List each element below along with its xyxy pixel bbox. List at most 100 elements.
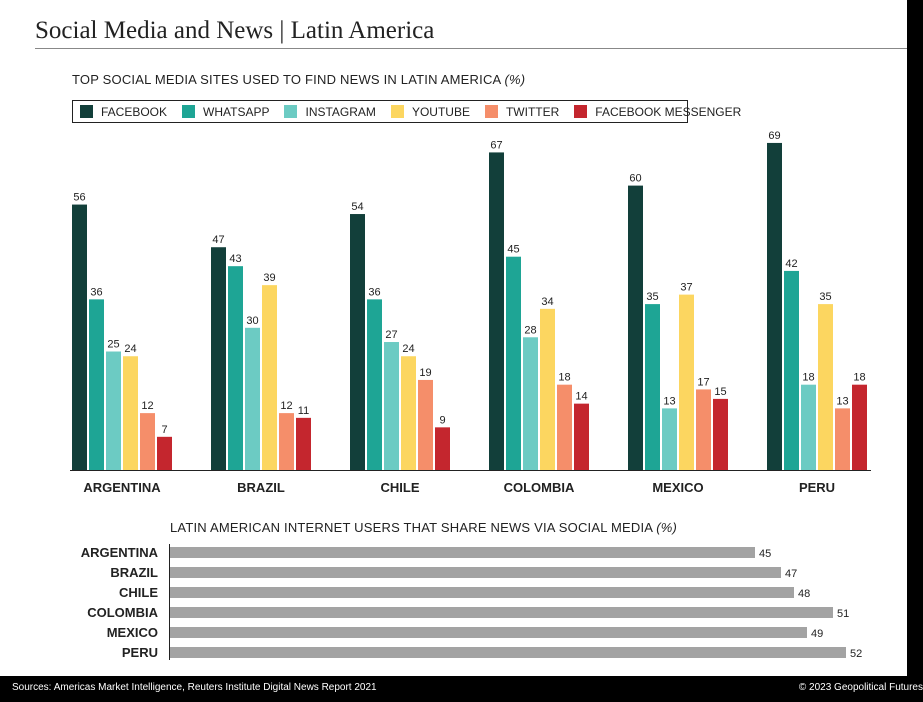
hbar-value-label: 47: [785, 568, 797, 580]
bar-value-label: 35: [646, 291, 658, 303]
bar-peru-twitter: [835, 408, 850, 470]
page-title: Social Media and News | Latin America: [35, 17, 435, 44]
hbar-value-label: 52: [850, 648, 862, 660]
legend-label: INSTAGRAM: [305, 104, 376, 119]
bar-peru-facebook-messenger: [852, 384, 867, 470]
legend-label: FACEBOOK MESSENGER: [595, 104, 742, 119]
bar-colombia-twitter: [557, 384, 572, 470]
bar-value-label: 27: [385, 329, 397, 341]
bar-value-label: 18: [802, 372, 814, 384]
bar-value-label: 37: [680, 282, 692, 294]
hbar-chile: [170, 587, 794, 598]
bar-brazil-twitter: [279, 413, 294, 470]
legend-swatch: [484, 105, 498, 118]
legend: FACEBOOK WHATSAPP INSTAGRAM YOUTUBE TWITTER F…: [72, 100, 741, 123]
bar-value-label: 13: [836, 395, 848, 407]
hbar-category-argentina: ARGENTINA: [81, 545, 159, 560]
hbar-value-label: 48: [798, 588, 810, 600]
bar-value-label: 17: [697, 376, 709, 388]
legend-label: FACEBOOK: [101, 104, 168, 119]
hbar-brazil: [170, 567, 781, 578]
bar-value-label: 43: [229, 253, 241, 265]
bottom-chart-unit: (%): [656, 520, 678, 535]
hbar-category-peru: PERU: [122, 645, 158, 660]
bar-chile-youtube: [401, 356, 416, 470]
legend-item-instagram: INSTAGRAM: [284, 104, 376, 119]
bar-argentina-youtube: [123, 356, 138, 470]
bar-colombia-facebook: [489, 152, 504, 471]
bar-value-label: 11: [298, 405, 309, 417]
bar-mexico-instagram: [662, 408, 677, 470]
bar-value-label: 60: [629, 173, 641, 185]
legend-swatch: [284, 105, 298, 118]
legend-item-whatsapp: WHATSAPP: [182, 105, 269, 119]
bar-mexico-whatsapp: [645, 304, 660, 470]
bar-peru-facebook: [767, 142, 782, 470]
bar-chile-facebook-messenger: [435, 427, 450, 470]
hbar-category-mexico: MEXICO: [107, 625, 158, 640]
category-label-peru: PERU: [799, 480, 835, 495]
bar-colombia-whatsapp: [506, 256, 521, 470]
bar-value-label: 15: [714, 386, 726, 398]
bar-mexico-twitter: [696, 389, 711, 470]
hbar-argentina: [170, 547, 755, 558]
bar-value-label: 47: [212, 234, 224, 246]
bar-colombia-instagram: [523, 337, 538, 470]
bar-value-label: 30: [246, 315, 258, 327]
bar-value-label: 36: [90, 286, 102, 298]
bar-value-label: 42: [785, 258, 797, 270]
source-note: Sources: Americas Market Intelligence, R…: [12, 682, 377, 693]
hbar-value-label: 51: [837, 608, 849, 620]
charts-svg: 56 36 25 24 12 7 ARGENTINA 47 43 30 39 12 11 BRAZIL 54…: [70, 130, 871, 660]
legend-swatch: [182, 105, 196, 118]
bar-value-label: 19: [419, 367, 431, 379]
hbar-category-colombia: COLOMBIA: [87, 605, 158, 620]
bar-value-label: 45: [507, 244, 519, 256]
legend-item-facebook-messenger: FACEBOOK MESSENGER: [574, 105, 741, 119]
top-chart-unit: (%): [504, 72, 526, 87]
bar-value-label: 18: [853, 372, 865, 384]
bar-value-label: 54: [351, 201, 363, 213]
bar-colombia-youtube: [540, 308, 555, 470]
bar-value-label: 7: [161, 424, 167, 436]
bar-value-label: 34: [541, 296, 553, 308]
bar-brazil-facebook-messenger: [296, 417, 311, 470]
bar-value-label: 25: [107, 339, 119, 351]
bar-colombia-facebook-messenger: [574, 403, 589, 470]
legend-swatch: [574, 105, 588, 118]
hbar-peru: [170, 647, 846, 658]
top-chart-title: TOP SOCIAL MEDIA SITES USED TO FIND NEWS…: [72, 72, 525, 87]
bar-value-label: 67: [490, 139, 502, 151]
bar-value-label: 39: [263, 272, 275, 284]
bar-argentina-instagram: [106, 351, 121, 470]
hbar-category-chile: CHILE: [119, 585, 158, 600]
title-divider: [35, 48, 907, 49]
legend-item-twitter: TWITTER: [484, 105, 559, 119]
bar-chile-facebook: [350, 214, 365, 470]
category-label-brazil: BRAZIL: [237, 480, 285, 495]
bar-value-label: 9: [439, 414, 445, 426]
bar-mexico-facebook: [628, 185, 643, 470]
hbar-colombia: [170, 607, 833, 618]
bar-value-label: 36: [368, 286, 380, 298]
bar-brazil-youtube: [262, 285, 277, 470]
bar-value-label: 18: [558, 372, 570, 384]
category-label-argentina: ARGENTINA: [83, 480, 161, 495]
bar-value-label: 35: [819, 291, 831, 303]
legend-item-facebook: FACEBOOK: [80, 105, 167, 119]
chart-panel: Social Media and News | Latin America TO…: [0, 0, 907, 676]
copyright-note: © 2023 Geopolitical Futures: [798, 682, 923, 693]
category-label-chile: CHILE: [381, 480, 420, 495]
bar-value-label: 28: [524, 324, 536, 336]
legend-swatch: [80, 105, 93, 118]
bar-mexico-facebook-messenger: [713, 398, 728, 470]
bar-value-label: 24: [124, 343, 136, 355]
category-label-colombia: COLOMBIA: [504, 480, 575, 495]
legend-label: WHATSAPP: [203, 104, 270, 119]
hbar-mexico: [170, 627, 807, 638]
legend-label: YOUTUBE: [411, 104, 470, 119]
bar-chile-instagram: [384, 342, 399, 470]
bar-argentina-facebook: [72, 204, 87, 470]
bar-peru-youtube: [818, 304, 833, 470]
bar-value-label: 12: [141, 400, 153, 412]
